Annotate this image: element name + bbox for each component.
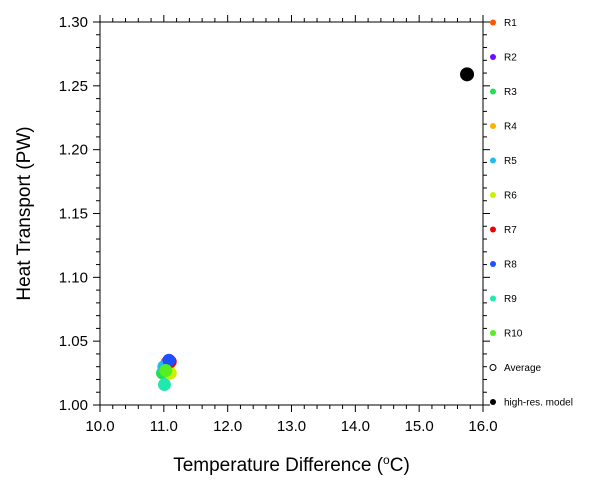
x-tick-label: 16.0 [468, 418, 497, 435]
x-tick-label: 13.0 [277, 418, 306, 435]
legend-marker [489, 364, 497, 371]
legend-label: R2 [504, 53, 517, 64]
y-tick-label: 1.10 [59, 269, 88, 286]
legend-marker [490, 19, 496, 26]
x-axis-label: Temperature Difference (oC) [173, 453, 410, 476]
y-tick-label: 1.05 [59, 333, 88, 350]
data-point-high-res-model [460, 67, 475, 82]
legend-label: R5 [504, 156, 517, 167]
legend-marker [490, 330, 496, 336]
y-tick-label: 1.15 [59, 206, 88, 223]
legend-marker [490, 261, 496, 267]
legend-label: R10 [504, 329, 523, 340]
legend-label: R6 [504, 191, 517, 202]
plot-frame [99, 21, 484, 406]
x-tick-label: 15.0 [405, 418, 434, 435]
legend-label: R9 [504, 294, 517, 305]
legend-marker [490, 399, 496, 405]
legend-marker [490, 88, 496, 95]
legend-label: R1 [504, 18, 517, 29]
x-tick-label: 10.0 [85, 418, 114, 435]
legend-label: R7 [504, 225, 517, 236]
x-tick-label: 14.0 [341, 418, 370, 435]
x-axis-label-main: Temperature Difference ( [173, 455, 383, 476]
data-point-r9 [157, 378, 171, 392]
x-tick-label: 11.0 [150, 418, 178, 435]
legend-marker [490, 226, 496, 233]
legend-label: Average [504, 363, 542, 374]
y-tick-label: 1.00 [59, 397, 88, 414]
legend-label: R4 [504, 122, 517, 133]
legend-label: high-res. model [504, 398, 573, 409]
legend-label: R8 [504, 260, 517, 271]
legend-label: R3 [504, 87, 517, 98]
legend-marker [490, 157, 496, 164]
legend-marker [490, 295, 496, 302]
x-axis-label-superscript: o [383, 453, 390, 467]
legend-marker [490, 123, 496, 129]
x-axis-label-end: C) [390, 455, 410, 476]
data-point-r10 [159, 364, 173, 378]
y-tick-label: 1.25 [59, 78, 88, 95]
y-tick-label: 1.20 [59, 142, 88, 159]
x-tick-label: 12.0 [213, 418, 242, 435]
y-axis-label: Heat Transport (PW) [14, 126, 35, 300]
legend-marker [490, 192, 496, 198]
legend-marker [490, 54, 496, 60]
y-tick-label: 1.30 [59, 14, 88, 31]
data-point-r8 [162, 353, 176, 367]
